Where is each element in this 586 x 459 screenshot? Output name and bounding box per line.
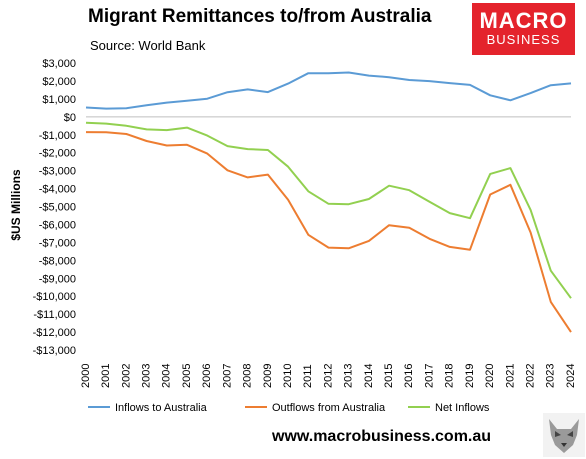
y-tick-label: -$11,000 xyxy=(33,309,76,321)
footer-website: www.macrobusiness.com.au xyxy=(272,428,492,445)
y-tick-label: -$13,000 xyxy=(33,345,76,357)
x-tick-label: 2021 xyxy=(504,364,516,388)
logo-line2: BUSINESS xyxy=(486,32,561,47)
y-tick-label: -$3,000 xyxy=(39,166,76,178)
y-tick-label: -$10,000 xyxy=(33,291,76,303)
y-tick-label: -$12,000 xyxy=(33,327,76,339)
legend-label: Net Inflows xyxy=(435,402,490,414)
x-tick-label: 2004 xyxy=(161,364,173,388)
x-tick-label: 2016 xyxy=(403,364,415,388)
x-tick-label: 2024 xyxy=(565,364,577,388)
x-tick-label: 2005 xyxy=(181,364,193,388)
y-tick-label: $1,000 xyxy=(42,94,76,106)
x-tick-label: 2020 xyxy=(484,364,496,388)
x-tick-label: 2002 xyxy=(120,364,132,388)
legend-label: Outflows from Australia xyxy=(272,402,386,414)
y-tick-label: $3,000 xyxy=(42,58,76,70)
y-tick-label: -$4,000 xyxy=(39,184,76,196)
series-line-1 xyxy=(85,71,572,110)
x-tick-label: 2022 xyxy=(524,364,536,388)
x-tick-label: 2001 xyxy=(100,364,112,388)
y-tick-label: -$5,000 xyxy=(39,202,76,214)
x-tick-label: 2018 xyxy=(444,364,456,388)
legend-label: Inflows to Australia xyxy=(115,402,208,414)
x-tick-label: 2003 xyxy=(141,364,153,388)
x-tick-label: 2010 xyxy=(282,364,294,388)
x-tick-label: 2006 xyxy=(201,364,213,388)
series-line-2 xyxy=(85,131,572,333)
macrobusiness-logo: MACRO BUSINESS xyxy=(472,3,575,55)
y-tick-label: -$8,000 xyxy=(39,255,76,267)
x-tick-label: 2019 xyxy=(464,364,476,388)
chart-title: Migrant Remittances to/from Australia xyxy=(88,6,432,27)
x-tick-label: 2009 xyxy=(262,364,274,388)
x-tick-label: 2007 xyxy=(221,364,233,388)
logo-line1: MACRO xyxy=(479,8,568,33)
x-tick-label: 2017 xyxy=(423,364,435,388)
y-axis-title: $US Millions xyxy=(9,169,23,241)
y-tick-label: -$1,000 xyxy=(39,130,76,142)
series-line-3 xyxy=(85,121,572,299)
x-tick-label: 2011 xyxy=(302,364,314,388)
y-tick-label: $2,000 xyxy=(42,76,76,88)
wolf-mascot-icon xyxy=(543,413,585,457)
chart-source: Source: World Bank xyxy=(90,38,206,53)
y-tick-label: -$9,000 xyxy=(39,273,76,285)
x-tick-label: 2023 xyxy=(545,364,557,388)
x-tick-label: 2014 xyxy=(363,364,375,388)
x-tick-label: 2012 xyxy=(322,364,334,388)
x-tick-label: 2013 xyxy=(343,364,355,388)
x-tick-label: 2008 xyxy=(242,364,254,388)
y-tick-label: -$6,000 xyxy=(39,219,76,231)
y-tick-label: -$2,000 xyxy=(39,148,76,160)
y-tick-label: -$7,000 xyxy=(39,237,76,249)
x-tick-label: 2015 xyxy=(383,364,395,388)
y-tick-label: $0 xyxy=(64,112,76,124)
x-tick-label: 2000 xyxy=(80,364,92,388)
